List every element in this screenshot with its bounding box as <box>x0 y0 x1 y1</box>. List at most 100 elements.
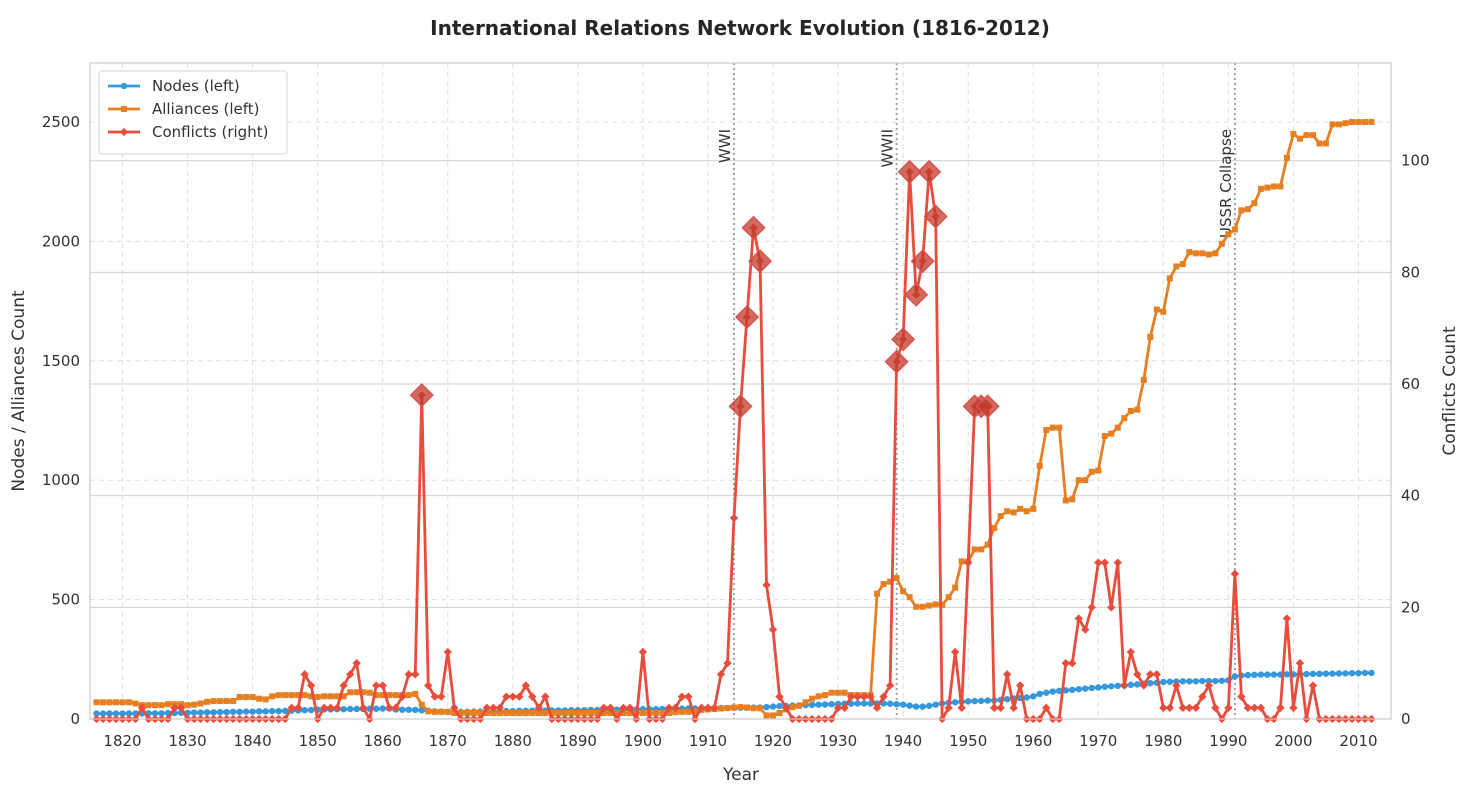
alliances-point <box>301 692 308 699</box>
conflicts-point <box>833 703 843 712</box>
alliances-point <box>1160 308 1167 315</box>
nodes-point <box>412 706 419 714</box>
nodes-point <box>281 707 289 715</box>
alliances-point <box>262 696 269 703</box>
nodes-point <box>307 706 315 714</box>
nodes-point <box>1088 684 1095 692</box>
alliances-point <box>828 689 835 696</box>
conflicts-point <box>450 703 459 712</box>
alliances-point <box>152 702 159 709</box>
alliances-point <box>366 689 373 696</box>
alliances-point <box>1283 154 1290 161</box>
conflicts-point <box>385 703 394 712</box>
conflicts-point <box>404 670 413 679</box>
conflicts-point <box>664 703 674 712</box>
nodes-point <box>1166 678 1174 685</box>
conflicts-point <box>840 703 849 712</box>
alliances-point <box>1017 505 1024 512</box>
x-tick-label: 1840 <box>234 732 272 750</box>
left-tick-label: 2500 <box>42 113 80 131</box>
nodes-point <box>1101 683 1108 690</box>
conflicts-point <box>703 703 713 712</box>
conflicts-point <box>768 625 778 634</box>
conflicts-point <box>1295 659 1305 668</box>
alliances-point <box>1309 132 1316 139</box>
nodes-point <box>1270 671 1278 678</box>
nodes-point <box>275 707 282 715</box>
nodes-point <box>776 702 783 710</box>
alliances-point <box>835 689 842 696</box>
alliances-point <box>1134 406 1141 413</box>
conflicts-point <box>300 670 309 679</box>
alliances-point <box>223 698 230 705</box>
highlight-point <box>884 349 909 374</box>
alliances-point <box>470 710 477 717</box>
alliances-point <box>327 693 334 700</box>
nodes-point <box>951 699 959 706</box>
alliances-point <box>574 710 581 717</box>
x-tick-label: 1910 <box>689 732 727 750</box>
alliances-point <box>1257 185 1264 192</box>
conflicts-point <box>1250 703 1259 712</box>
legend: Nodes (left) Alliances (left) Conflicts (r… <box>98 70 288 155</box>
nodes-point <box>971 697 978 705</box>
nodes-point <box>1355 669 1362 677</box>
nodes-point <box>340 706 347 713</box>
alliances-point <box>724 705 731 712</box>
conflicts-point <box>872 703 882 712</box>
x-tick-label: 1860 <box>364 732 402 750</box>
nodes-point <box>899 701 907 708</box>
nodes-point <box>1264 671 1271 678</box>
conflicts-point <box>625 703 635 712</box>
nodes-point <box>984 697 991 704</box>
alliances-point <box>815 693 822 700</box>
conflicts-point <box>378 681 387 690</box>
conflicts-point <box>885 681 895 690</box>
conflicts-point <box>411 670 420 679</box>
conflicts-point <box>339 681 348 690</box>
x-tick-label: 1970 <box>1079 732 1117 750</box>
nodes-point <box>353 705 360 713</box>
alliances-point <box>802 699 809 706</box>
nodes-point <box>210 709 217 716</box>
conflicts-point <box>176 703 186 712</box>
alliances-point <box>594 710 601 717</box>
alliances-point <box>1082 477 1089 484</box>
alliances-point <box>321 693 328 700</box>
alliances-point <box>893 575 900 582</box>
left-tick-label: 0 <box>70 710 80 728</box>
alliances-point <box>165 701 172 708</box>
left-axis-label: Nodes / Alliances Count <box>9 290 29 492</box>
x-tick-label: 1900 <box>624 732 662 750</box>
conflicts-point <box>853 692 862 701</box>
alliances-point <box>542 710 549 717</box>
nodes-point <box>932 701 939 708</box>
nodes-point <box>1316 670 1323 678</box>
alliances-point <box>978 546 985 553</box>
alliances-point <box>1095 467 1102 474</box>
nodes-point <box>1283 671 1291 678</box>
alliances-point <box>1316 140 1323 147</box>
alliances-point <box>958 558 965 565</box>
alliances-point <box>1121 415 1128 422</box>
left-tick-label: 2000 <box>42 232 80 250</box>
alliances-point <box>431 708 438 715</box>
x-tick-label: 1830 <box>168 732 206 750</box>
nodes-point <box>1212 677 1219 685</box>
alliances-point <box>353 689 360 696</box>
alliances-point <box>444 708 451 715</box>
nodes-point <box>1348 669 1356 677</box>
x-tick-label: 1920 <box>754 732 792 750</box>
alliances-point <box>678 708 685 715</box>
nodes-point <box>106 710 113 717</box>
alliances-point <box>997 513 1004 520</box>
alliances-point <box>1030 505 1037 512</box>
x-tick-label: 1850 <box>299 732 337 750</box>
nodes-point <box>119 710 126 717</box>
right-tick-label: 100 <box>1401 152 1430 170</box>
conflicts-point <box>1081 625 1090 634</box>
alliances-point <box>1023 508 1030 515</box>
conflicts-point <box>684 692 693 701</box>
conflicts-point <box>1003 670 1012 679</box>
conflicts-point <box>1042 703 1051 712</box>
